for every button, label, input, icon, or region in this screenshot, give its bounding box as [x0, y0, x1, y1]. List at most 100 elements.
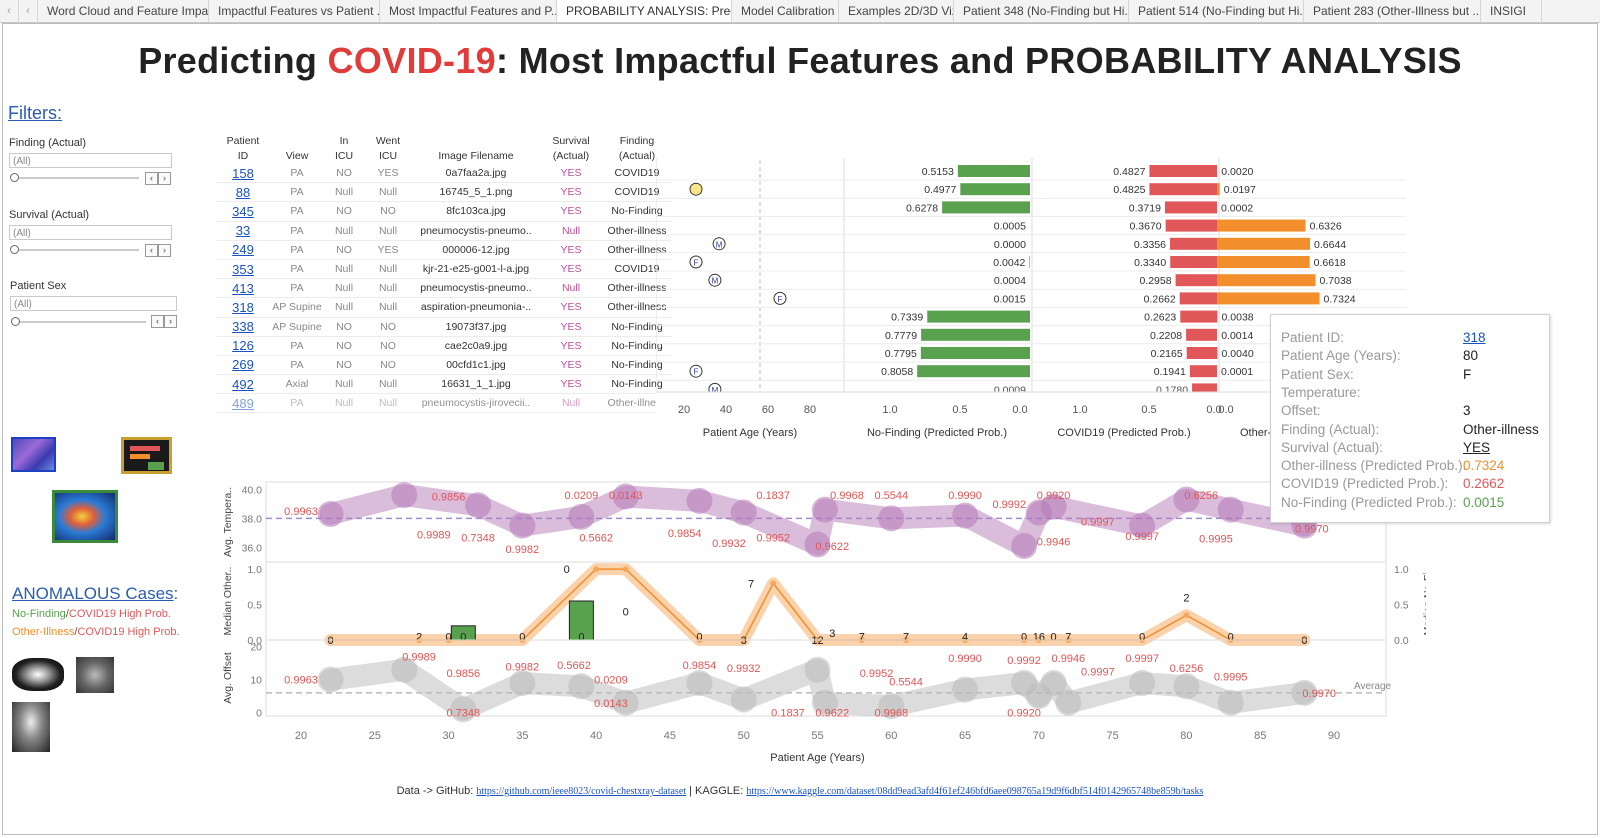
filter-finding-slider[interactable] [11, 177, 139, 179]
other-bar[interactable] [1217, 292, 1320, 305]
patient-id-link[interactable]: 492 [216, 374, 270, 395]
nofinding-bar[interactable] [957, 165, 1030, 177]
patient-id-link[interactable]: 33 [216, 221, 270, 241]
covid-bar[interactable] [1186, 328, 1217, 341]
filter-finding-input[interactable]: (All) [9, 153, 172, 168]
filter-sex-input[interactable]: (All) [10, 296, 177, 311]
filter-survival-knob[interactable] [10, 245, 19, 254]
patient-id-link[interactable]: 353 [216, 259, 270, 280]
trend-point[interactable] [811, 496, 838, 523]
trend-point[interactable] [770, 580, 777, 587]
trend-point[interactable] [391, 656, 418, 683]
covid-bar[interactable] [1165, 219, 1217, 232]
patient-id-link[interactable]: 345 [216, 201, 270, 222]
covid-bar[interactable] [1180, 310, 1217, 323]
nofinding-bar[interactable] [921, 328, 1030, 341]
tab-6[interactable]: Patient 348 (No-Finding but Hi... [954, 0, 1129, 22]
patient-id-link[interactable]: 318 [216, 297, 270, 318]
covid-bar[interactable] [1164, 201, 1217, 214]
trend-point[interactable] [509, 669, 536, 696]
tab-2[interactable]: Most Impactful Features and P... [380, 0, 557, 22]
table-row[interactable]: 489 PA Null Null pneumocystis-jirovecii.. Nul… [216, 393, 672, 414]
trend-point[interactable] [465, 492, 492, 519]
trend-point[interactable] [1173, 486, 1200, 513]
age-dot[interactable] [689, 364, 703, 378]
patient-id-link-text[interactable]: 249 [232, 242, 254, 258]
other-bar[interactable] [1217, 219, 1306, 232]
trend-point[interactable] [568, 673, 595, 700]
table-row[interactable]: 345 PA NO NO 8fc103ca.jpg YES No-Finding [216, 201, 672, 222]
covid-bar[interactable] [1179, 292, 1217, 305]
trend-point[interactable] [730, 686, 757, 713]
nofinding-bar[interactable] [1029, 256, 1030, 268]
word-cloud-thumbnail[interactable] [11, 437, 56, 472]
table-row[interactable]: 413 PA Null Null pneumocystis-pneumo.. Null Ot… [216, 278, 672, 299]
filter-survival-slider[interactable] [11, 249, 139, 251]
patient-id-link-text[interactable]: 492 [232, 376, 254, 392]
filter-sex-prev-button[interactable]: ‹ [151, 315, 164, 328]
tooltip-value[interactable]: 318 [1463, 330, 1486, 345]
table-row[interactable]: 33 PA Null Null pneumocystis-pneumo.. Null Oth… [216, 221, 672, 241]
filter-survival-prev-button[interactable]: ‹ [145, 244, 158, 257]
trend-point[interactable] [804, 531, 831, 558]
tab-3[interactable]: PROBABILITY ANALYSIS: Pred... [557, 0, 732, 22]
filter-finding-prev-button[interactable]: ‹ [145, 172, 158, 185]
patient-id-link-text[interactable]: 353 [232, 261, 254, 277]
covid-bar[interactable] [1189, 365, 1217, 378]
trend-point[interactable] [1291, 679, 1318, 706]
trend-point[interactable] [1217, 496, 1244, 523]
trend-point[interactable] [952, 502, 979, 529]
trend-point[interactable] [391, 482, 418, 509]
trend-point[interactable] [1040, 669, 1067, 696]
trend-point[interactable] [686, 487, 713, 514]
trend-point[interactable] [622, 566, 629, 573]
age-dot[interactable] [689, 182, 703, 196]
trend-point[interactable] [593, 566, 600, 573]
nofinding-bar[interactable] [920, 347, 1030, 359]
patient-id-link-text[interactable]: 489 [232, 395, 254, 411]
patient-id-link-text[interactable]: 88 [235, 184, 251, 200]
patient-id-link[interactable]: 88 [216, 182, 270, 203]
nofinding-bar[interactable] [927, 310, 1030, 323]
patient-id-link[interactable]: 413 [216, 278, 270, 299]
filter-survival-input[interactable]: (All) [9, 225, 172, 240]
other-bar[interactable] [1217, 310, 1218, 323]
patient-id-link[interactable]: 338 [216, 317, 270, 337]
table-row[interactable]: 353 PA Null Null kjr-21-e25-g001-l-a.jpg YES C… [216, 259, 672, 280]
trend-point[interactable] [1183, 612, 1190, 619]
nofinding-bar[interactable] [942, 201, 1030, 214]
xray-image-1[interactable] [76, 657, 114, 693]
table-row[interactable]: 269 PA NO NO 00cfd1c1.jpg YES No-Finding [216, 355, 672, 376]
age-dot[interactable] [689, 255, 703, 269]
trend-point[interactable] [1011, 533, 1038, 559]
tab-9[interactable]: INSIGI [1481, 0, 1542, 22]
patient-id-link-text[interactable]: 158 [232, 165, 254, 181]
trend-point[interactable] [509, 512, 536, 539]
table-row[interactable]: 249 PA NO YES 000006-12.jpg YES Other-illness [216, 240, 672, 260]
filter-sex-knob[interactable] [11, 317, 20, 326]
nofinding-median-bar[interactable] [568, 600, 594, 641]
trend-point[interactable] [730, 499, 757, 526]
filter-sex-next-button[interactable]: › [164, 315, 177, 328]
trend-point[interactable] [612, 689, 639, 716]
tab-7[interactable]: Patient 514 (No-Finding but Hi... [1129, 0, 1304, 22]
covid-bar[interactable] [1149, 165, 1217, 177]
trend-point[interactable] [1055, 689, 1082, 716]
brain-viz-thumbnail[interactable] [52, 490, 118, 543]
tab-0[interactable]: Word Cloud and Feature Impact [38, 0, 209, 22]
patient-id-link[interactable]: 249 [216, 240, 270, 260]
other-bar[interactable] [1217, 256, 1310, 268]
other-bar[interactable] [1217, 274, 1316, 287]
dashboard-thumbnail[interactable] [121, 437, 172, 474]
tab-1[interactable]: Impactful Features vs Patient ... [209, 0, 380, 22]
patient-id-link-text[interactable]: 345 [232, 203, 254, 219]
other-bar[interactable] [1217, 183, 1220, 196]
trend-point[interactable] [811, 689, 838, 716]
patient-id-link-text[interactable]: 126 [232, 338, 254, 354]
trend-point[interactable] [612, 483, 639, 510]
covid-bar[interactable] [1175, 274, 1217, 287]
trend-point[interactable] [878, 505, 905, 532]
patient-id-link[interactable]: 158 [216, 164, 270, 184]
trend-point[interactable] [1217, 689, 1244, 716]
trend-point[interactable] [317, 501, 344, 527]
